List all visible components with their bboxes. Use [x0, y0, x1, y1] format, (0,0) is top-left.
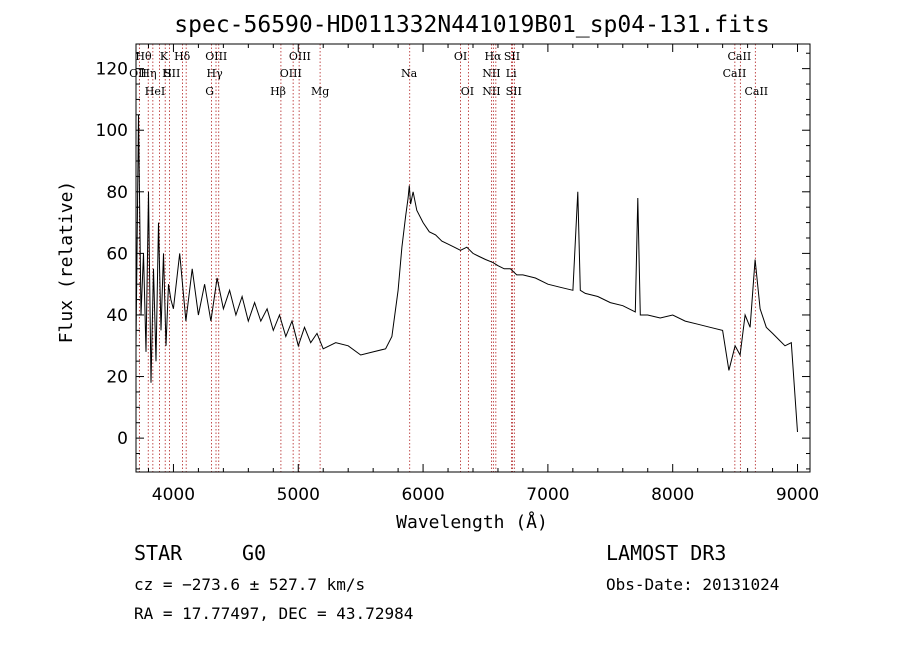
plot-frame: [135, 43, 811, 473]
x-tick-label-5: 9000: [776, 485, 819, 505]
y-tick-label-6: 120: [96, 60, 128, 80]
object-subclass: G0: [242, 541, 267, 565]
line-label-26: CaII: [744, 85, 768, 98]
y-tick-label-1: 20: [106, 368, 128, 388]
x-tick-label-3: 7000: [526, 485, 569, 505]
axis-ticks: 4000 5000 6000 7000 8000 9000 0 20 40 60 80 100 120: [96, 44, 819, 505]
emission-line-markers: [138, 44, 756, 472]
y-tick-label-5: 100: [96, 121, 128, 141]
y-axis-label: Flux (relative): [56, 181, 77, 344]
line-label-2: Hη: [140, 67, 156, 80]
line-label-4: SII: [164, 67, 180, 80]
survey-name: LAMOST DR3: [606, 541, 727, 565]
redshift-readout: cz = −273.6 ± 527.7 km/s: [134, 575, 366, 594]
x-tick-label-0: 4000: [152, 485, 195, 505]
x-tick-label-4: 8000: [651, 485, 694, 505]
line-label-11: Hβ: [270, 85, 286, 98]
line-label-21: SII: [504, 50, 520, 63]
line-label-7: Hδ: [174, 50, 191, 63]
y-tick-label-2: 40: [106, 306, 128, 326]
line-label-12: OIII: [280, 67, 302, 80]
line-label-10: OIII: [205, 50, 227, 63]
object-class: STAR: [134, 541, 183, 565]
line-label-8: G: [205, 85, 214, 98]
line-label-16: OI: [454, 50, 467, 63]
line-label-1: Hθ: [135, 50, 152, 63]
line-label-23: SII: [506, 85, 522, 98]
flux-series-line: [135, 114, 798, 433]
y-tick-label-0: 0: [117, 429, 128, 449]
line-label-22: Li: [506, 67, 517, 80]
line-label-19: Hα: [484, 50, 502, 63]
line-label-25: CaII: [723, 67, 747, 80]
x-tick-label-2: 6000: [401, 485, 444, 505]
x-tick-label-1: 5000: [277, 485, 320, 505]
line-label-24: CaII: [728, 50, 752, 63]
x-axis-label: Wavelength (Å): [396, 511, 548, 533]
y-tick-label-4: 80: [106, 183, 128, 203]
observation-date: Obs-Date: 20131024: [606, 575, 780, 594]
line-label-20: NII: [482, 85, 500, 98]
line-label-18: NII: [482, 67, 500, 80]
line-label-15: Na: [401, 67, 418, 80]
line-label-0: OII: [129, 67, 147, 80]
line-label-9: Hγ: [207, 67, 224, 80]
y-tick-label-3: 60: [106, 244, 128, 264]
line-label-5: K: [160, 50, 169, 63]
line-label-13: OIII: [289, 50, 311, 63]
chart-title: spec-56590-HD011332N441019B01_sp04-131.f…: [174, 12, 769, 38]
line-label-6: H: [162, 67, 172, 80]
line-label-3: HeI: [145, 85, 165, 98]
line-label-14: Mg: [311, 85, 329, 98]
line-label-17: OI: [461, 85, 474, 98]
coordinates-readout: RA = 17.77497, DEC = 43.72984: [134, 604, 414, 623]
